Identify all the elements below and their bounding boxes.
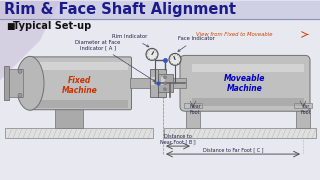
Bar [161,77,165,85]
Ellipse shape [16,56,44,110]
Bar [150,69,158,97]
Circle shape [164,76,166,79]
Bar [164,128,316,138]
Text: Face Indicator: Face Indicator [178,36,214,51]
Bar [4,66,9,100]
Bar [296,106,310,128]
Text: Moveable
Machine: Moveable Machine [224,74,266,93]
Bar [5,128,153,138]
Text: Rim Indicator: Rim Indicator [112,34,149,47]
Bar [130,78,152,88]
Circle shape [164,82,166,85]
Circle shape [146,48,158,60]
FancyBboxPatch shape [28,57,132,110]
Bar [164,78,186,88]
Bar [158,69,166,97]
Bar [192,64,304,72]
Text: Distance to
Near Foot [ B ]: Distance to Near Foot [ B ] [160,134,196,145]
Text: Typical Set-up: Typical Set-up [13,21,91,31]
Text: ■: ■ [6,22,14,31]
Text: Fixed
Machine: Fixed Machine [62,76,98,95]
Bar [151,77,155,85]
Bar [294,103,312,108]
Text: Near
Foot: Near Foot [189,104,201,115]
Bar [32,100,128,108]
Text: Diameter at Face
Indicator [ A ]: Diameter at Face Indicator [ A ] [75,40,155,81]
FancyBboxPatch shape [180,55,310,111]
Text: View from Fixed to Moveable: View from Fixed to Moveable [196,32,273,37]
Circle shape [18,69,22,73]
Circle shape [18,93,22,97]
Bar [55,108,83,128]
Bar [5,69,23,97]
Text: Far
Foot: Far Foot [301,104,311,115]
Bar [32,62,128,70]
Bar [184,103,202,108]
Bar [192,98,304,106]
Polygon shape [0,1,60,180]
Text: Rim & Face Shaft Alignment: Rim & Face Shaft Alignment [4,2,236,17]
Circle shape [164,88,166,91]
Bar [0,1,320,19]
Text: Distance to Far Foot [ C ]: Distance to Far Foot [ C ] [203,148,263,153]
Circle shape [169,53,181,65]
Bar [158,74,173,92]
Bar [186,106,200,128]
